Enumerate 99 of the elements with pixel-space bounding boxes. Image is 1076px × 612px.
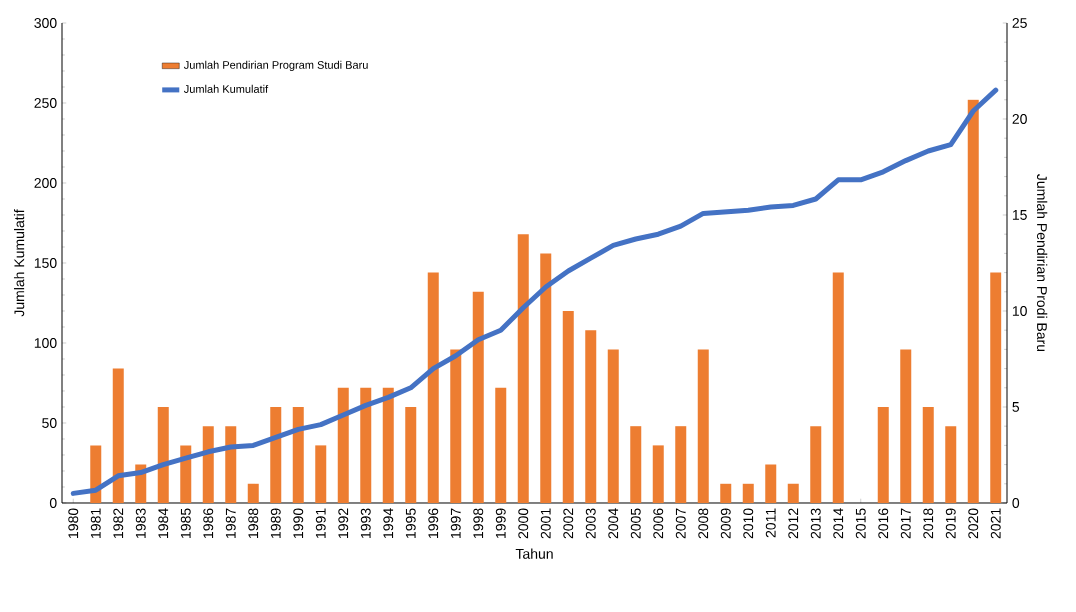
x-tick-label: 1986: [203, 508, 214, 538]
bar: [315, 445, 327, 503]
bar: [360, 387, 372, 503]
bar: [945, 426, 957, 503]
bar: [472, 291, 484, 503]
y-tick-label: 250: [34, 98, 57, 108]
x-tick-label: 1985: [180, 508, 191, 538]
x-tick-label: 1994: [383, 508, 394, 538]
bar: [225, 426, 237, 503]
x-tick-label: 2011: [765, 508, 776, 538]
bar: [157, 406, 169, 503]
legend-label: Jumlah Kumulatif: [183, 84, 269, 93]
x-tick-label: 1981: [90, 508, 101, 538]
bar: [832, 272, 844, 503]
x-tick-label: 1996: [428, 508, 439, 538]
x-tick-label: 1988: [248, 508, 259, 538]
legend-label: Jumlah Pendirian Program Studi Baru: [183, 60, 368, 72]
bar: [202, 426, 214, 503]
y2-tick-label: 5: [1012, 402, 1020, 412]
x-tick-label: 2019: [945, 508, 956, 539]
x-tick-label: 2003: [585, 508, 596, 539]
bar: [877, 406, 889, 503]
x-tick-label: 2013: [810, 508, 821, 539]
x-tick-label: 2016: [878, 508, 889, 539]
bar: [990, 272, 1002, 503]
bar: [112, 368, 124, 503]
bar: [675, 426, 687, 503]
bar: [495, 387, 507, 503]
x-tick-label: 1993: [360, 508, 371, 538]
x-axis-title: Tahun: [515, 548, 553, 559]
y2-tick-label: 10: [1012, 306, 1027, 316]
bar: [900, 349, 912, 503]
bar: [405, 406, 417, 503]
bar: [427, 272, 439, 503]
y-tick-label: 200: [34, 178, 57, 188]
x-tick-label: 1997: [450, 508, 461, 538]
x-tick-label: 2009: [720, 508, 731, 539]
bar: [562, 310, 574, 503]
y-axis-title: Jumlah Kumulatif: [13, 209, 25, 317]
x-tick-label: 2004: [608, 508, 619, 539]
bar: [180, 445, 192, 503]
y2-tick-label: 0: [1012, 498, 1020, 508]
bar: [337, 387, 349, 503]
x-tick-label: 2017: [900, 508, 911, 539]
bar: [247, 483, 259, 503]
x-tick-label: 2001: [540, 508, 551, 539]
bar: [450, 349, 462, 503]
x-tick-label: 1989: [270, 508, 281, 538]
y-tick-label: 150: [34, 258, 57, 268]
x-tick-label: 2020: [968, 508, 979, 539]
bar: [922, 406, 934, 503]
x-tick-label: 2012: [788, 508, 799, 539]
x-tick-label: 2010: [743, 508, 754, 539]
x-tick-label: 1987: [225, 508, 236, 538]
bar: [697, 349, 709, 503]
y-tick-label: 50: [42, 418, 57, 428]
bar: [630, 426, 642, 503]
x-tick-label: 1982: [113, 508, 124, 538]
x-tick-label: 1984: [158, 508, 169, 538]
bar: [382, 387, 394, 503]
x-tick-label: 1991: [315, 508, 326, 538]
bar: [607, 349, 619, 503]
x-tick-label: 2018: [923, 508, 934, 539]
x-tick-label: 2000: [518, 508, 529, 539]
bar: [765, 464, 777, 503]
x-tick-label: 1980: [68, 508, 79, 538]
x-tick-label: 2008: [698, 508, 709, 539]
x-tick-label: 2021: [990, 508, 1001, 539]
y-tick-label: 300: [34, 18, 57, 28]
bar: [270, 406, 282, 503]
bar: [810, 426, 822, 503]
bar: [292, 406, 304, 503]
bar: [787, 483, 799, 503]
y-tick-label: 0: [49, 498, 57, 508]
x-tick-label: 2007: [675, 508, 686, 539]
bar: [540, 253, 552, 503]
y-tick-label: 100: [34, 338, 57, 348]
bar: [742, 483, 754, 503]
x-tick-label: 2002: [563, 508, 574, 539]
bar: [585, 330, 597, 503]
x-tick-label: 1998: [473, 508, 484, 538]
y2-tick-label: 15: [1012, 210, 1027, 220]
bar: [720, 483, 732, 503]
bar: [652, 445, 664, 503]
x-tick-label: 1992: [338, 508, 349, 538]
x-tick-label: 1995: [405, 508, 416, 538]
x-tick-label: 1983: [135, 508, 146, 538]
bar: [90, 445, 102, 503]
x-tick-label: 1999: [495, 508, 506, 538]
bar: [517, 234, 529, 503]
y2-tick-label: 25: [1012, 18, 1027, 28]
bar: [967, 99, 979, 503]
x-tick-label: 2015: [855, 508, 866, 539]
x-tick-label: 2005: [630, 508, 641, 539]
x-tick-label: 2006: [653, 508, 664, 539]
y2-axis-title: Jumlah Pendirian Prodi Baru: [1036, 174, 1048, 352]
x-tick-label: 1990: [293, 508, 304, 538]
y2-tick-label: 20: [1012, 114, 1027, 124]
x-tick-label: 2014: [833, 508, 844, 539]
